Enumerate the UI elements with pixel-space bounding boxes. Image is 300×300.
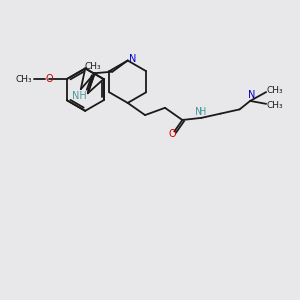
Text: O: O bbox=[168, 129, 176, 139]
Text: CH₃: CH₃ bbox=[16, 74, 32, 83]
Text: N: N bbox=[195, 107, 203, 117]
Text: N: N bbox=[129, 54, 137, 64]
Text: CH₃: CH₃ bbox=[85, 61, 101, 70]
Text: CH₃: CH₃ bbox=[266, 86, 283, 95]
Text: N: N bbox=[248, 90, 255, 100]
Text: H: H bbox=[199, 107, 206, 117]
Text: O: O bbox=[45, 74, 53, 84]
Text: NH: NH bbox=[72, 91, 87, 101]
Text: CH₃: CH₃ bbox=[266, 101, 283, 110]
